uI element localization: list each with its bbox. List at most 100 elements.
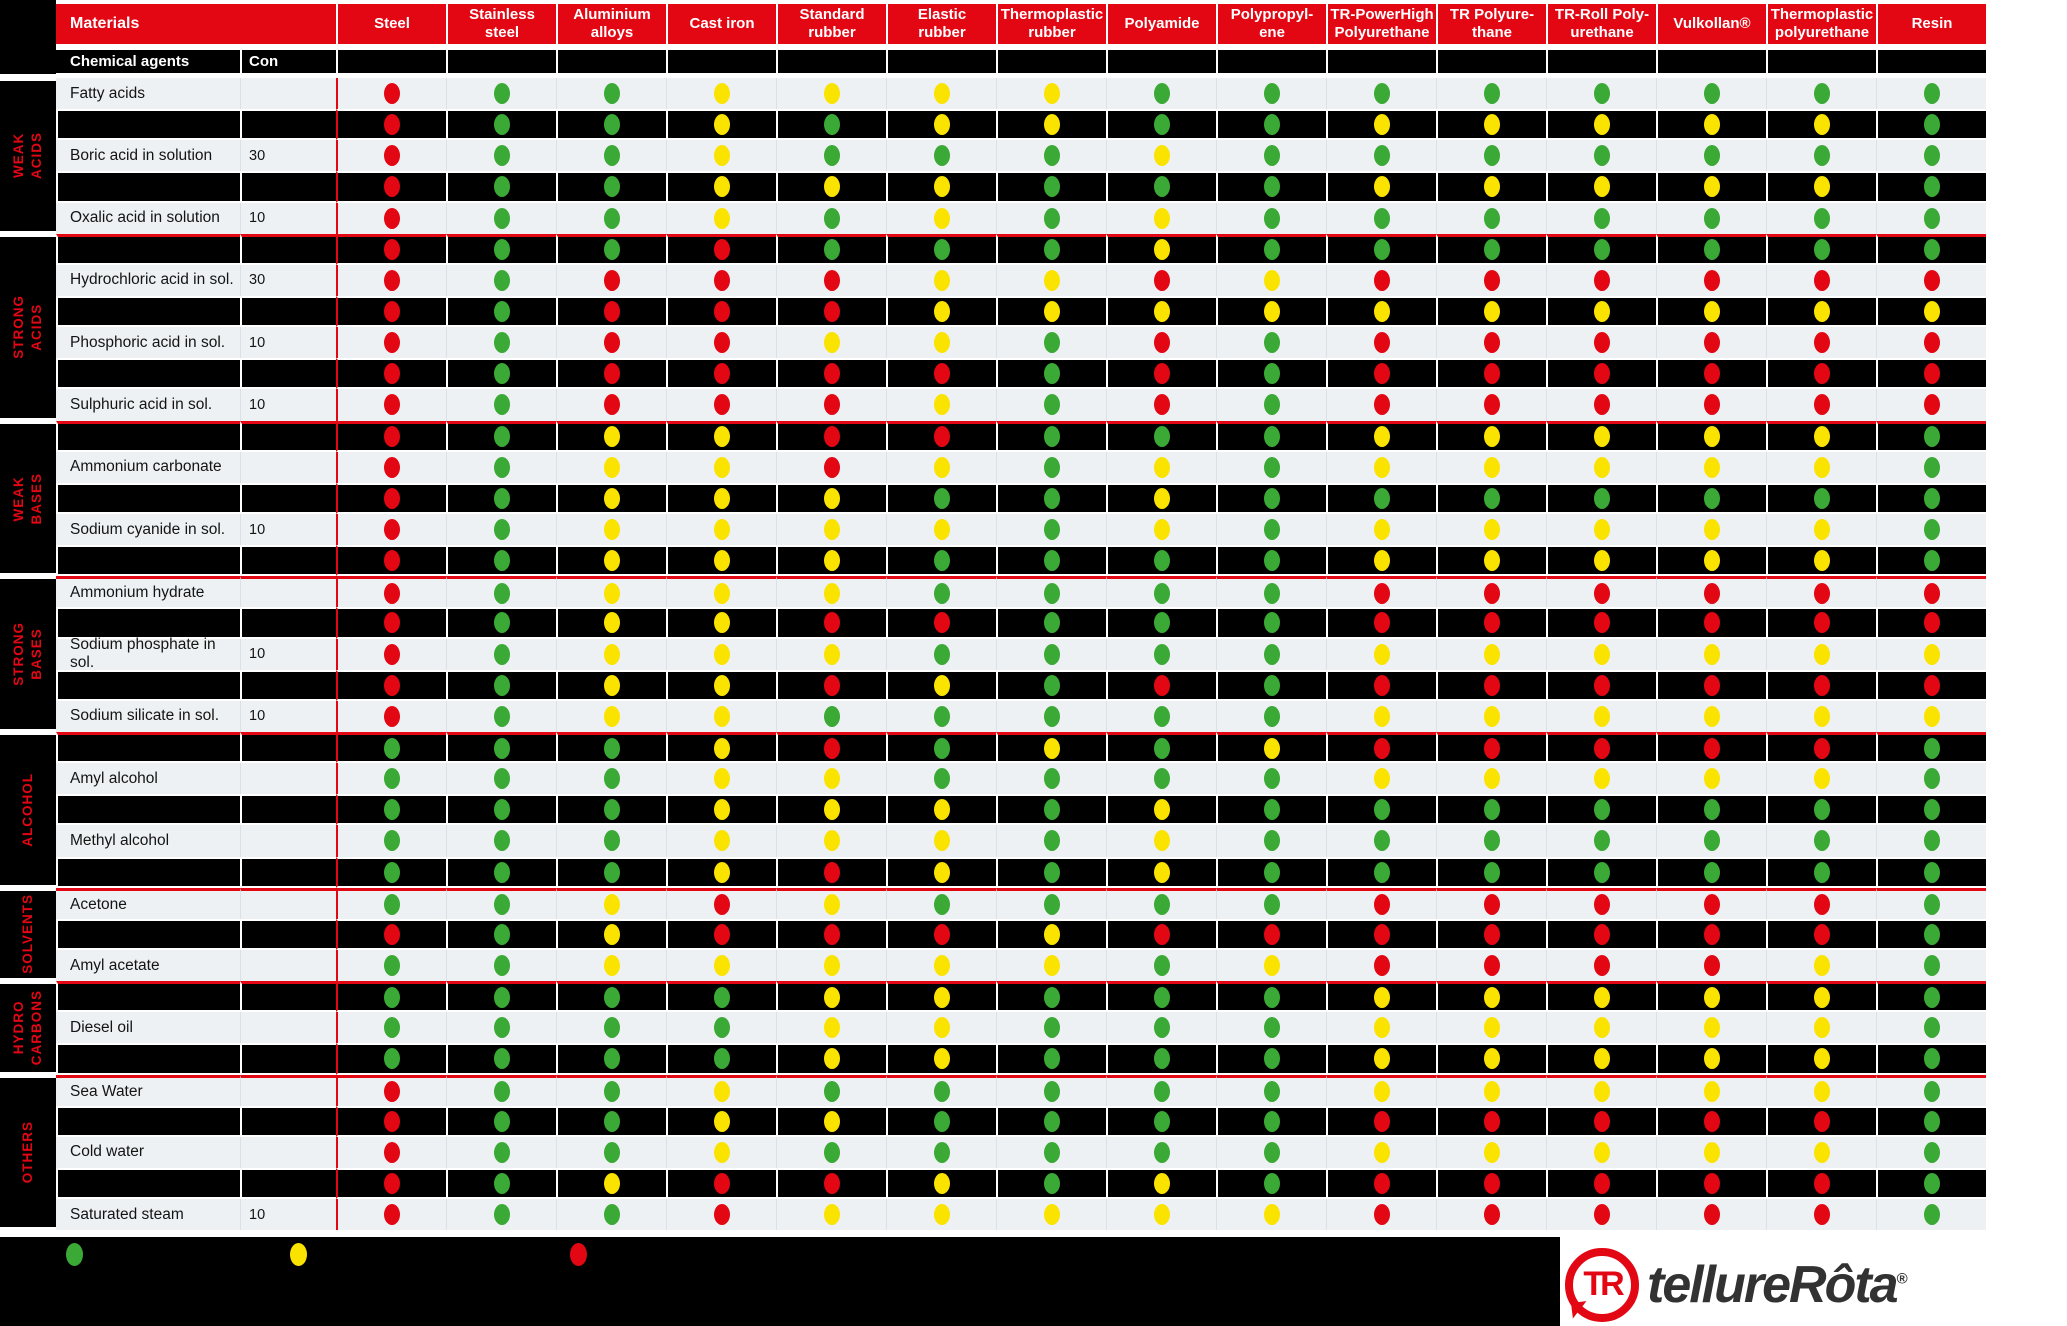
rating-cell	[776, 420, 886, 452]
rating-dot-yellow	[1373, 1141, 1390, 1163]
rating-dot-green	[1484, 861, 1500, 883]
rating-cell	[1216, 140, 1326, 172]
rating-cell	[1546, 420, 1656, 452]
rating-cell	[996, 389, 1106, 421]
rating-dot-yellow	[933, 269, 950, 291]
rating-dot-yellow	[1153, 145, 1170, 167]
rating-cell	[446, 731, 556, 764]
rating-cell	[666, 420, 776, 452]
rating-dot-red	[384, 1141, 400, 1163]
rating-dot-red	[1484, 1110, 1500, 1132]
rating-dot-green	[604, 176, 620, 198]
rating-cell	[336, 389, 446, 421]
rating-cell	[1876, 78, 1986, 110]
rating-cell	[1436, 420, 1546, 452]
rating-cell	[1216, 389, 1326, 421]
rating-cell	[1326, 825, 1436, 857]
rating-cell	[776, 513, 886, 546]
rating-dot-green	[1923, 1081, 1940, 1103]
rating-cell	[336, 638, 446, 670]
agent-cell: Fatty acids	[56, 78, 240, 110]
rating-dot-yellow	[1924, 301, 1940, 323]
rating-cell	[556, 78, 666, 110]
rating-dot-yellow	[824, 799, 840, 821]
rating-cell	[1106, 1012, 1216, 1044]
rating-dot-green	[1263, 332, 1280, 354]
rating-cell	[1766, 233, 1876, 265]
rating-dot-yellow	[1044, 114, 1060, 136]
rating-cell	[996, 233, 1106, 265]
rating-dot-green	[1703, 145, 1720, 167]
rating-cell	[666, 78, 776, 110]
rating-cell	[1326, 731, 1436, 764]
agent-name: Sodium phosphate in sol.	[70, 636, 216, 672]
rating-dot-green	[494, 674, 510, 696]
rating-cell	[446, 327, 556, 359]
rating-dot-red	[713, 269, 730, 291]
rating-cell	[1326, 638, 1436, 670]
rating-dot-red	[1594, 612, 1610, 634]
agent-name: Phosphoric acid in sol.	[70, 333, 226, 351]
rating-cell	[446, 887, 556, 919]
rating-cell	[1546, 949, 1656, 982]
concentration-cell	[240, 981, 336, 1013]
rating-cell	[336, 731, 446, 764]
rating-dot-yellow	[933, 456, 950, 478]
rating-cell	[556, 202, 666, 234]
rating-dot-green	[603, 1141, 620, 1163]
subheader-spacer	[446, 47, 556, 78]
rating-dot-yellow	[714, 176, 730, 198]
rating-dot-green	[1154, 1110, 1170, 1132]
rating-cell	[996, 856, 1106, 888]
rating-cell	[1876, 1199, 1986, 1231]
rating-dot-yellow	[823, 1204, 840, 1226]
rating-cell	[336, 949, 446, 982]
rating-dot-green	[1704, 487, 1720, 509]
logo-monogram: TR	[1583, 1265, 1624, 1303]
rating-cell	[886, 109, 996, 141]
rating-dot-red	[1154, 923, 1170, 945]
rating-cell	[1436, 140, 1546, 172]
rating-dot-green	[1154, 612, 1170, 634]
rating-cell	[556, 389, 666, 421]
rating-cell	[776, 918, 886, 950]
rating-cell	[666, 482, 776, 514]
rating-cell	[776, 78, 886, 110]
rating-dot-green	[1264, 114, 1280, 136]
rating-dot-red	[1373, 332, 1390, 354]
rating-cell	[1766, 1105, 1876, 1137]
rating-dot-yellow	[934, 301, 950, 323]
rating-dot-red	[1374, 1110, 1390, 1132]
rating-cell	[996, 1043, 1106, 1075]
rating-dot-green	[1154, 737, 1170, 759]
rating-cell	[666, 389, 776, 421]
rating-cell	[1436, 358, 1546, 390]
rating-cell	[1656, 109, 1766, 141]
agent-cell	[56, 669, 240, 701]
rating-cell	[776, 264, 886, 296]
rating-cell	[1216, 981, 1326, 1013]
rating-dot-yellow	[714, 737, 730, 759]
rating-dot-green	[1923, 1204, 1940, 1226]
rating-cell	[996, 420, 1106, 452]
rating-dot-red	[1813, 269, 1830, 291]
rating-cell	[1876, 607, 1986, 639]
rating-cell	[1876, 1012, 1986, 1044]
rating-cell	[556, 545, 666, 577]
subheader-spacer	[1106, 47, 1216, 78]
rating-cell	[336, 1199, 446, 1231]
rating-cell	[1876, 202, 1986, 234]
rating-dot-green	[493, 1141, 510, 1163]
rating-dot-yellow	[603, 519, 620, 541]
rating-dot-red	[1153, 269, 1170, 291]
rating-cell	[336, 887, 446, 919]
agent-cell	[56, 607, 240, 639]
rating-cell	[1216, 1136, 1326, 1168]
rating-dot-red	[714, 363, 730, 385]
rating-dot-red	[384, 612, 400, 634]
agent-name: Ammonium hydrate	[70, 584, 205, 602]
rating-cell	[1766, 451, 1876, 483]
rating-cell	[1656, 482, 1766, 514]
rating-dot-green	[1923, 456, 1940, 478]
rating-cell	[1876, 1167, 1986, 1200]
